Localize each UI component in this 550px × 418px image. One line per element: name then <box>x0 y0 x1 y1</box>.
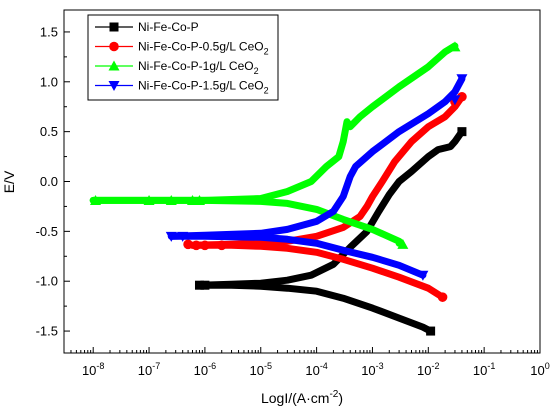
series-3 <box>89 41 461 249</box>
series-4-point <box>165 231 177 242</box>
series-3-point <box>449 41 461 52</box>
y-tick-label: 1.0 <box>40 74 58 89</box>
series-1-cathodic-branch <box>196 281 435 335</box>
y-tick-label: 0.0 <box>40 174 58 189</box>
y-axis-title: E/V <box>1 170 17 193</box>
y-tick-label: 0.5 <box>40 124 58 139</box>
x-axis-title: LogI/(A·cm-2) <box>261 389 343 406</box>
legend-label: Ni-Fe-Co-P-1.5g/L CeO2 <box>138 79 269 96</box>
series-4-point <box>417 270 429 281</box>
y-tick-label: -1.5 <box>36 324 58 339</box>
series-1-point <box>457 127 467 137</box>
x-tick-label: 10-5 <box>250 361 272 378</box>
x-tick-label: 10-8 <box>82 361 104 378</box>
series-1-point <box>426 326 436 336</box>
legend-marker <box>109 22 119 32</box>
x-tick-label: 10-2 <box>417 361 439 378</box>
series-3-point <box>143 194 155 205</box>
series-2-point <box>191 240 202 251</box>
series-4 <box>165 74 468 281</box>
x-tick-label: 10-4 <box>305 361 327 378</box>
series-2-point <box>437 292 448 302</box>
series-2-point <box>216 240 227 251</box>
series-2-point <box>200 240 210 251</box>
legend-marker <box>109 41 119 52</box>
series-layer <box>89 41 468 336</box>
series-3-point <box>165 194 177 205</box>
legend-label: Ni-Fe-Co-P-0.5g/L CeO2 <box>138 40 269 57</box>
legend: Ni-Fe-Co-P Ni-Fe-Co-P-0.5g/L CeO2 Ni-Fe-Co… <box>87 14 279 101</box>
y-axis-ticks: 1.5 1.0 0.5 0.0 -0.5 -1.0 -1.5 <box>36 24 70 339</box>
legend-entry: Ni-Fe-Co-P-1.5g/L CeO2 <box>95 79 269 96</box>
series-1-anodic-branch <box>196 128 466 289</box>
x-tick-label: 10-7 <box>138 361 160 378</box>
legend-marker <box>108 81 120 91</box>
series-2-point <box>457 91 467 102</box>
series-3-point <box>187 194 199 205</box>
x-tick-label: 10-6 <box>194 361 216 378</box>
y-tick-label: -0.5 <box>36 224 58 239</box>
x-axis-ticks: 10-8 10-7 10-6 10-5 10-4 10-3 10-2 10-1 100 <box>63 347 550 378</box>
x-tick-label: 10-3 <box>361 361 383 378</box>
x-axis-title-sup: -2 <box>329 389 338 400</box>
series-2 <box>183 91 467 302</box>
x-tick-label: 10-1 <box>473 361 495 378</box>
series-4-point <box>456 74 468 85</box>
y-tick-label: -1.0 <box>36 274 58 289</box>
series-4-anodic-branch <box>167 75 466 240</box>
series-1 <box>194 127 467 336</box>
legend-entries: Ni-Fe-Co-P Ni-Fe-Co-P-0.5g/L CeO2 Ni-Fe-Co… <box>95 20 269 96</box>
series-3-point <box>193 194 205 205</box>
series-2-point <box>183 239 193 250</box>
legend-entry: Ni-Fe-Co-P-1g/L CeO2 <box>95 59 259 76</box>
legend-marker <box>108 60 120 71</box>
series-2-anodic-branch <box>189 93 466 249</box>
legend-entry: Ni-Fe-Co-P-0.5g/L CeO2 <box>95 40 269 57</box>
legend-label: Ni-Fe-Co-P <box>138 20 199 34</box>
series-3-point <box>90 194 102 205</box>
series-1-point <box>194 280 204 290</box>
series-3-anodic-branch <box>89 42 459 204</box>
series-4-point <box>449 95 461 106</box>
y-tick-label: 1.5 <box>40 24 58 39</box>
legend-label: Ni-Fe-Co-P-1g/L CeO2 <box>138 59 259 76</box>
x-axis-title-tail: ) <box>338 390 343 406</box>
legend-entry: Ni-Fe-Co-P <box>95 20 199 34</box>
x-tick-label: 100 <box>530 361 549 378</box>
series-4-point <box>177 231 189 242</box>
series-1-point <box>200 280 210 290</box>
series-3-point <box>397 238 409 249</box>
x-axis-title-main: LogI/(A·cm <box>261 390 329 406</box>
